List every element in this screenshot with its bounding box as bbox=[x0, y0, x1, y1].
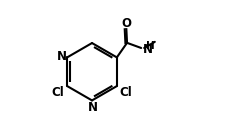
Text: H: H bbox=[146, 41, 155, 51]
Text: Cl: Cl bbox=[52, 86, 64, 99]
Text: Cl: Cl bbox=[120, 86, 133, 99]
Text: N: N bbox=[88, 101, 98, 114]
Text: O: O bbox=[121, 18, 131, 30]
Text: N: N bbox=[143, 43, 153, 56]
Text: N: N bbox=[56, 50, 66, 63]
